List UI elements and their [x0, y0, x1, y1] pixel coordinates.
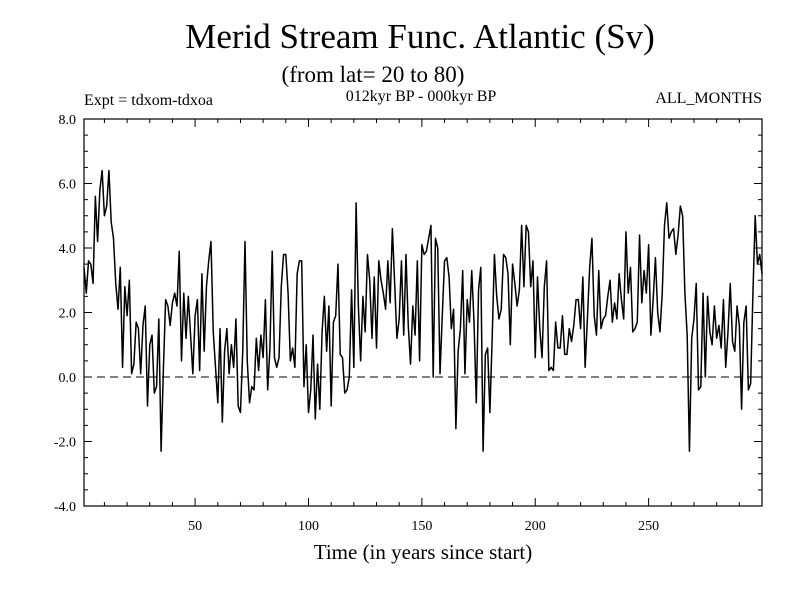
x-axis-label: Time (in years since start): [314, 540, 533, 564]
period-label: 012kyr BP - 000kyr BP: [346, 88, 497, 105]
y-tick-label: 8.0: [59, 113, 77, 128]
y-tick-label: 0.0: [59, 371, 77, 386]
y-tick-label: -4.0: [54, 500, 76, 515]
x-tick-label: 50: [188, 519, 202, 534]
plot-frame: [83, 118, 763, 507]
x-tick-label: 250: [638, 519, 659, 534]
y-tick-label: 6.0: [59, 178, 77, 193]
x-tick-label: 100: [298, 519, 319, 534]
chart-subtitle: (from lat= 20 to 80): [282, 62, 465, 87]
y-tick-label: 4.0: [59, 242, 77, 257]
experiment-label: Expt = tdxom-tdxoa: [84, 92, 213, 109]
y-tick-label: 2.0: [59, 307, 77, 322]
x-tick-label: 150: [411, 519, 432, 534]
plot-area: -4.0 -2.0 0.0 2.0 4.0 6.0 8.0 50 100 150 200 250: [54, 113, 763, 534]
y-tick-label: -2.0: [54, 436, 76, 451]
x-tick-label: 200: [525, 519, 546, 534]
series-line: [83, 169, 763, 452]
chart-title: Merid Stream Func. Atlantic (Sv): [185, 17, 655, 56]
months-label: ALL_MONTHS: [655, 90, 762, 107]
